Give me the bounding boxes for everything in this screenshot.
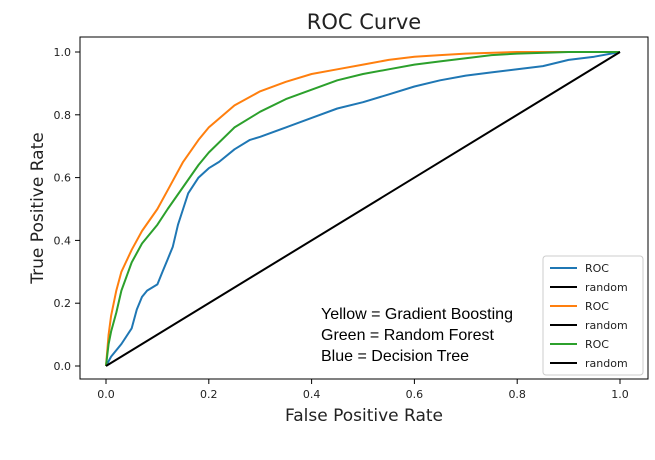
annotation-gradient-boosting: Yellow = Gradient Boosting: [321, 306, 513, 323]
roc-curve-green: [105, 51, 620, 367]
legend-box: [542, 255, 644, 376]
y-tick-label: 1.0: [54, 46, 72, 59]
roc-curve-blue: [105, 51, 621, 367]
y-tick-label: 0.8: [54, 109, 72, 122]
y-tick-label: 0.0: [54, 360, 72, 373]
legend-label: ROC: [585, 300, 609, 313]
legend-label: random: [585, 281, 628, 294]
y-tick-label: 0.2: [54, 297, 72, 310]
random-diagonal-line: [105, 51, 621, 367]
annotation-random-forest: Green = Random Forest: [321, 327, 495, 344]
x-tick-label: 0.8: [508, 388, 526, 401]
x-tick-label: 1.0: [611, 388, 629, 401]
x-tick-label: 0.6: [406, 388, 424, 401]
x-tick-label: 0.4: [303, 388, 321, 401]
legend-label: ROC: [585, 262, 609, 275]
x-axis-title: False Positive Rate: [285, 406, 443, 426]
legend-label: ROC: [585, 338, 609, 351]
x-tick-label: 0.2: [200, 388, 218, 401]
y-tick-label: 0.6: [54, 172, 72, 185]
x-tick-label: 0.0: [97, 388, 115, 401]
legend-label: random: [585, 319, 628, 332]
y-tick-label: 0.4: [54, 234, 72, 247]
legend-label: random: [585, 357, 628, 370]
legend: ROC random ROC random ROC random: [542, 255, 644, 376]
annotation-decision-tree: Blue = Decision Tree: [321, 348, 469, 365]
y-axis-title: True Positive Rate: [28, 132, 48, 284]
roc-curve-orange: [105, 51, 620, 367]
annotation-block: Yellow = Gradient Boosting Green = Rando…: [321, 306, 513, 365]
chart-title: ROC Curve: [307, 10, 421, 34]
